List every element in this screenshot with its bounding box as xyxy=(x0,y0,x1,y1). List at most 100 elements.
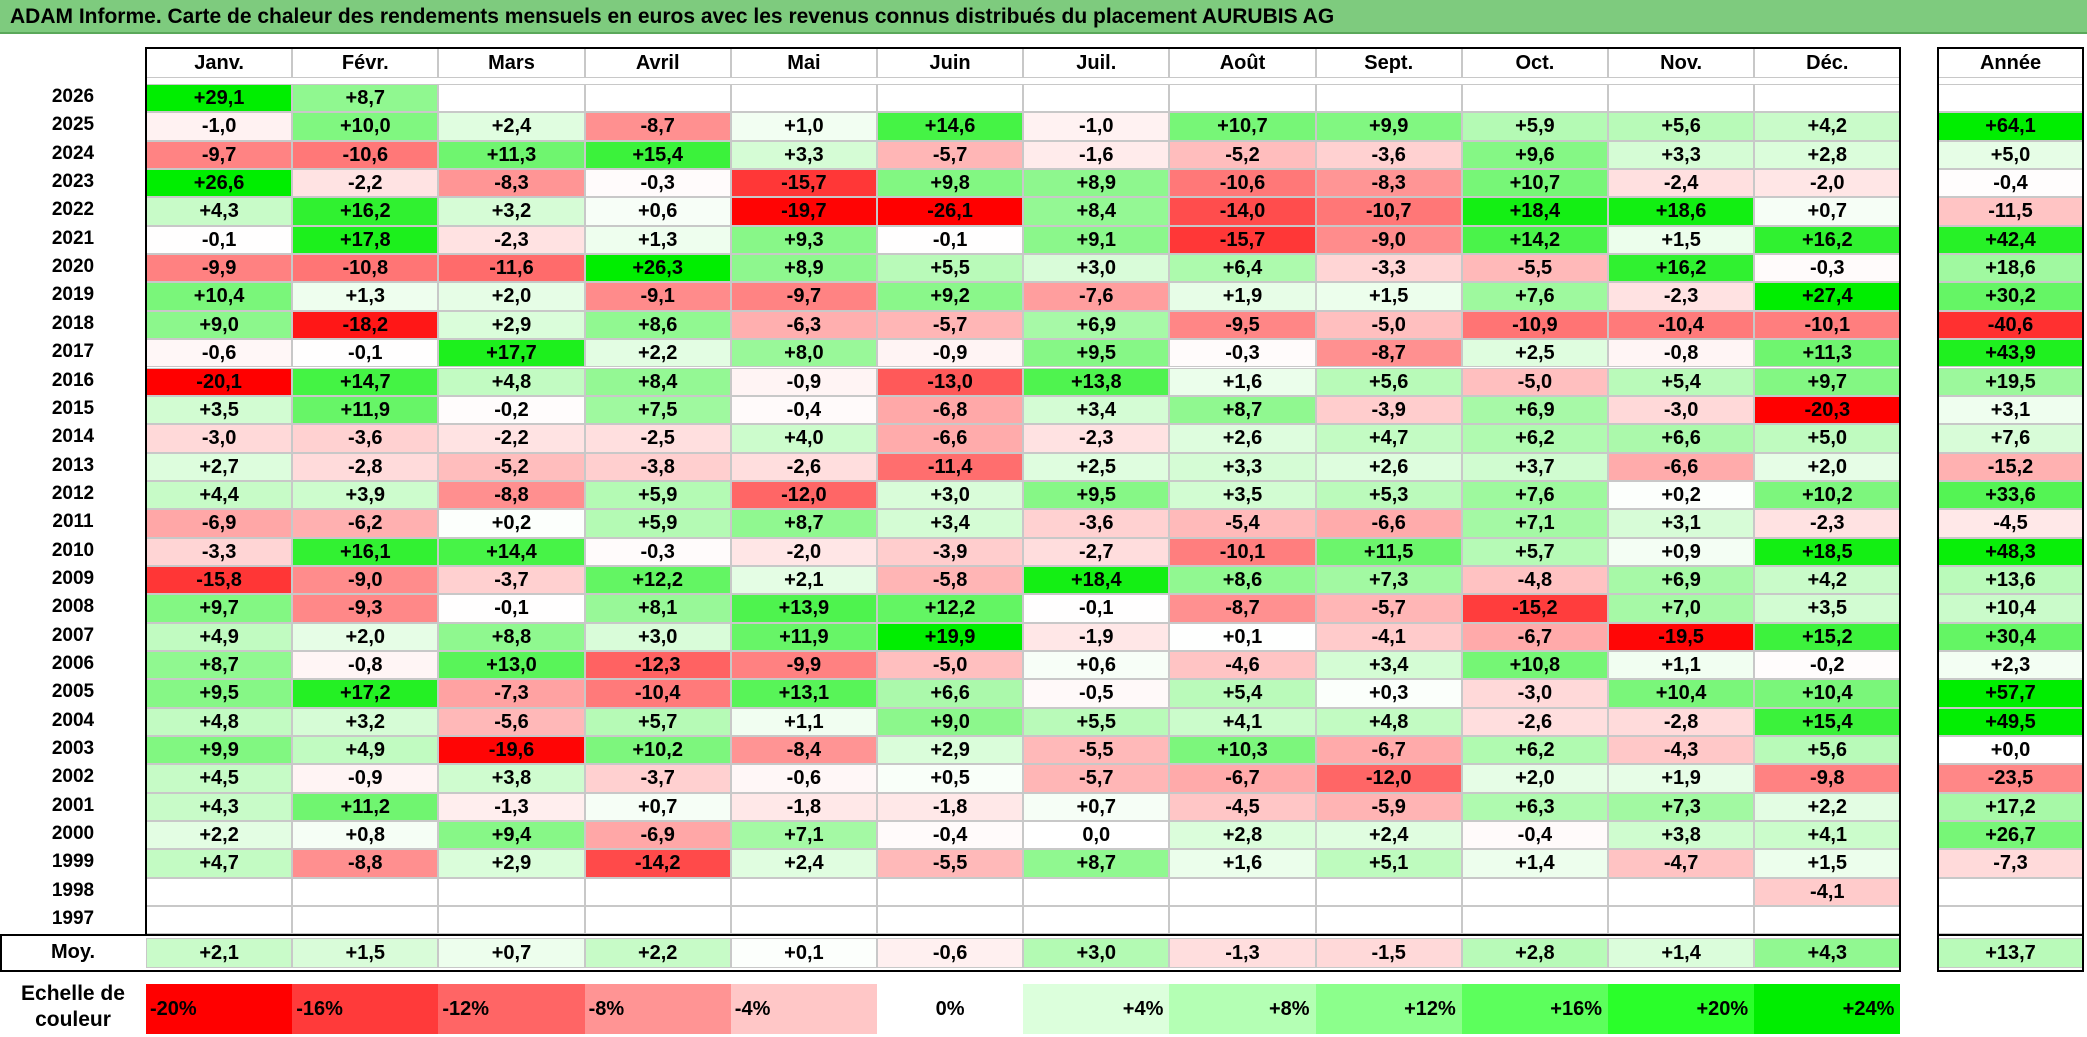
heatmap-cell: +0,2 xyxy=(438,509,585,538)
heatmap-cell: +1,3 xyxy=(292,282,439,311)
heatmap-cell: -0,9 xyxy=(730,367,877,396)
heatmap-cell: +18,4 xyxy=(1461,197,1608,226)
heatmap-cell: +2,1 xyxy=(730,565,877,595)
annual-cell: +3,1 xyxy=(1938,395,2083,425)
heatmap-cell: -5,8 xyxy=(877,565,1024,595)
annual-cell xyxy=(1938,84,2083,113)
heatmap-cell: +8,7 xyxy=(146,651,293,680)
year-label: 2012 xyxy=(51,482,95,504)
annual-cell: +10,4 xyxy=(1938,594,2083,623)
heatmap-cell: +2,2 xyxy=(1754,792,1901,822)
scale-label: Echelle de xyxy=(21,982,125,1005)
heatmap-cell: +10,4 xyxy=(146,282,293,311)
heatmap-cell: -8,8 xyxy=(438,480,585,510)
heatmap-cell: -20,3 xyxy=(1754,395,1901,425)
heatmap-cell: -3,0 xyxy=(146,424,293,453)
heatmap-cell: +1,5 xyxy=(1315,282,1462,311)
annual-cell: -7,3 xyxy=(1938,849,2083,878)
heatmap-cell: -4,3 xyxy=(1608,736,1755,765)
average-cell: +1,4 xyxy=(1608,938,1755,968)
heatmap-cell: -9,7 xyxy=(730,282,877,311)
heatmap-cell: +9,7 xyxy=(1754,367,1901,396)
year-label: 2026 xyxy=(51,86,95,107)
heatmap-cell xyxy=(1023,906,1170,935)
heatmap-cell: -6,8 xyxy=(877,395,1024,425)
heatmap-cell: -0,6 xyxy=(730,764,877,793)
heatmap-cell xyxy=(584,906,731,935)
heatmap-cell: -0,8 xyxy=(292,651,439,680)
year-label: 2017 xyxy=(51,341,95,363)
heatmap-cell: +10,7 xyxy=(1461,169,1608,198)
heatmap-cell: -10,4 xyxy=(584,679,731,708)
heatmap-cell: +4,2 xyxy=(1754,112,1901,141)
heatmap-cell: +13,0 xyxy=(438,651,585,680)
heatmap-cell: -0,1 xyxy=(146,225,293,255)
heatmap-cell: -2,0 xyxy=(730,537,877,566)
heatmap-cell: -3,7 xyxy=(584,764,731,793)
heatmap-cell: +13,8 xyxy=(1023,367,1170,396)
annual-cell: +0,0 xyxy=(1938,736,2083,765)
heatmap-cell: -3,6 xyxy=(292,424,439,453)
heatmap-cell: +8,7 xyxy=(730,509,877,538)
heatmap-cell: +5,5 xyxy=(1023,707,1170,737)
heatmap-cell: +5,5 xyxy=(877,254,1024,283)
heatmap-cell: +2,6 xyxy=(1315,452,1462,481)
heatmap-cell: -6,7 xyxy=(1169,764,1316,793)
heatmap-cell: -2,5 xyxy=(584,424,731,453)
annual-cell: -23,5 xyxy=(1938,764,2083,793)
heatmap-cell: +9,0 xyxy=(877,707,1024,737)
heatmap-cell: -0,2 xyxy=(438,395,585,425)
heatmap-cell: +9,4 xyxy=(438,821,585,850)
heatmap-cell: -3,6 xyxy=(1023,509,1170,538)
annual-cell: -15,2 xyxy=(1938,452,2083,481)
heatmap-cell: -2,3 xyxy=(438,225,585,255)
heatmap-cell: +4,7 xyxy=(146,849,293,878)
year-label: 2001 xyxy=(51,794,95,816)
heatmap-cell: +5,9 xyxy=(584,509,731,538)
heatmap-cell xyxy=(730,906,877,935)
heatmap-cell: -6,6 xyxy=(1608,452,1755,481)
heatmap-cell: -14,0 xyxy=(1169,197,1316,226)
heatmap-cell: +16,1 xyxy=(292,537,439,566)
heatmap-cell: +1,0 xyxy=(730,112,877,141)
heatmap-cell: -6,6 xyxy=(1315,509,1462,538)
heatmap-cell: -5,2 xyxy=(1169,140,1316,170)
annual-cell: +42,4 xyxy=(1938,225,2083,255)
annual-average-cell: +13,7 xyxy=(1938,938,2083,968)
average-cell: +0,7 xyxy=(438,938,585,968)
heatmap-cell: +3,4 xyxy=(1023,395,1170,425)
heatmap-cell: -9,1 xyxy=(584,282,731,311)
heatmap-cell: +2,7 xyxy=(146,452,293,481)
heatmap-cell: -3,7 xyxy=(438,565,585,595)
heatmap-cell: +10,0 xyxy=(292,112,439,141)
heatmap-cell: -0,3 xyxy=(584,169,731,198)
heatmap-cell: +18,6 xyxy=(1608,197,1755,226)
year-label: 2016 xyxy=(51,369,95,391)
heatmap-cell: -13,0 xyxy=(877,367,1024,396)
heatmap-cell: +8,6 xyxy=(1169,565,1316,595)
heatmap-cell: +3,4 xyxy=(1315,651,1462,680)
heatmap-cell: -15,8 xyxy=(146,565,293,595)
heatmap-cell: +8,4 xyxy=(584,367,731,396)
month-header: Août xyxy=(1169,48,1316,78)
heatmap-cell: -0,5 xyxy=(1023,679,1170,708)
heatmap-cell xyxy=(1608,906,1755,935)
heatmap-cell: +2,6 xyxy=(1169,424,1316,453)
heatmap-cell: +17,8 xyxy=(292,225,439,255)
heatmap-cell: +10,4 xyxy=(1754,679,1901,708)
heatmap-cell: +4,1 xyxy=(1754,821,1901,850)
annual-cell: +64,1 xyxy=(1938,112,2083,141)
heatmap-cell: +6,9 xyxy=(1461,395,1608,425)
year-label: 2008 xyxy=(51,596,95,618)
heatmap-cell: -18,2 xyxy=(292,310,439,340)
heatmap-cell: +3,0 xyxy=(877,480,1024,510)
heatmap-cell: -9,8 xyxy=(1754,764,1901,793)
heatmap-cell: +0,1 xyxy=(1169,622,1316,651)
heatmap-cell: -1,0 xyxy=(146,112,293,141)
heatmap-cell: +2,0 xyxy=(438,282,585,311)
heatmap-cell: +16,2 xyxy=(1608,254,1755,283)
heatmap-cell: +3,2 xyxy=(438,197,585,226)
heatmap-cell: -0,1 xyxy=(438,594,585,623)
heatmap-cell: +4,9 xyxy=(292,736,439,765)
heatmap-cell: +3,3 xyxy=(730,140,877,170)
